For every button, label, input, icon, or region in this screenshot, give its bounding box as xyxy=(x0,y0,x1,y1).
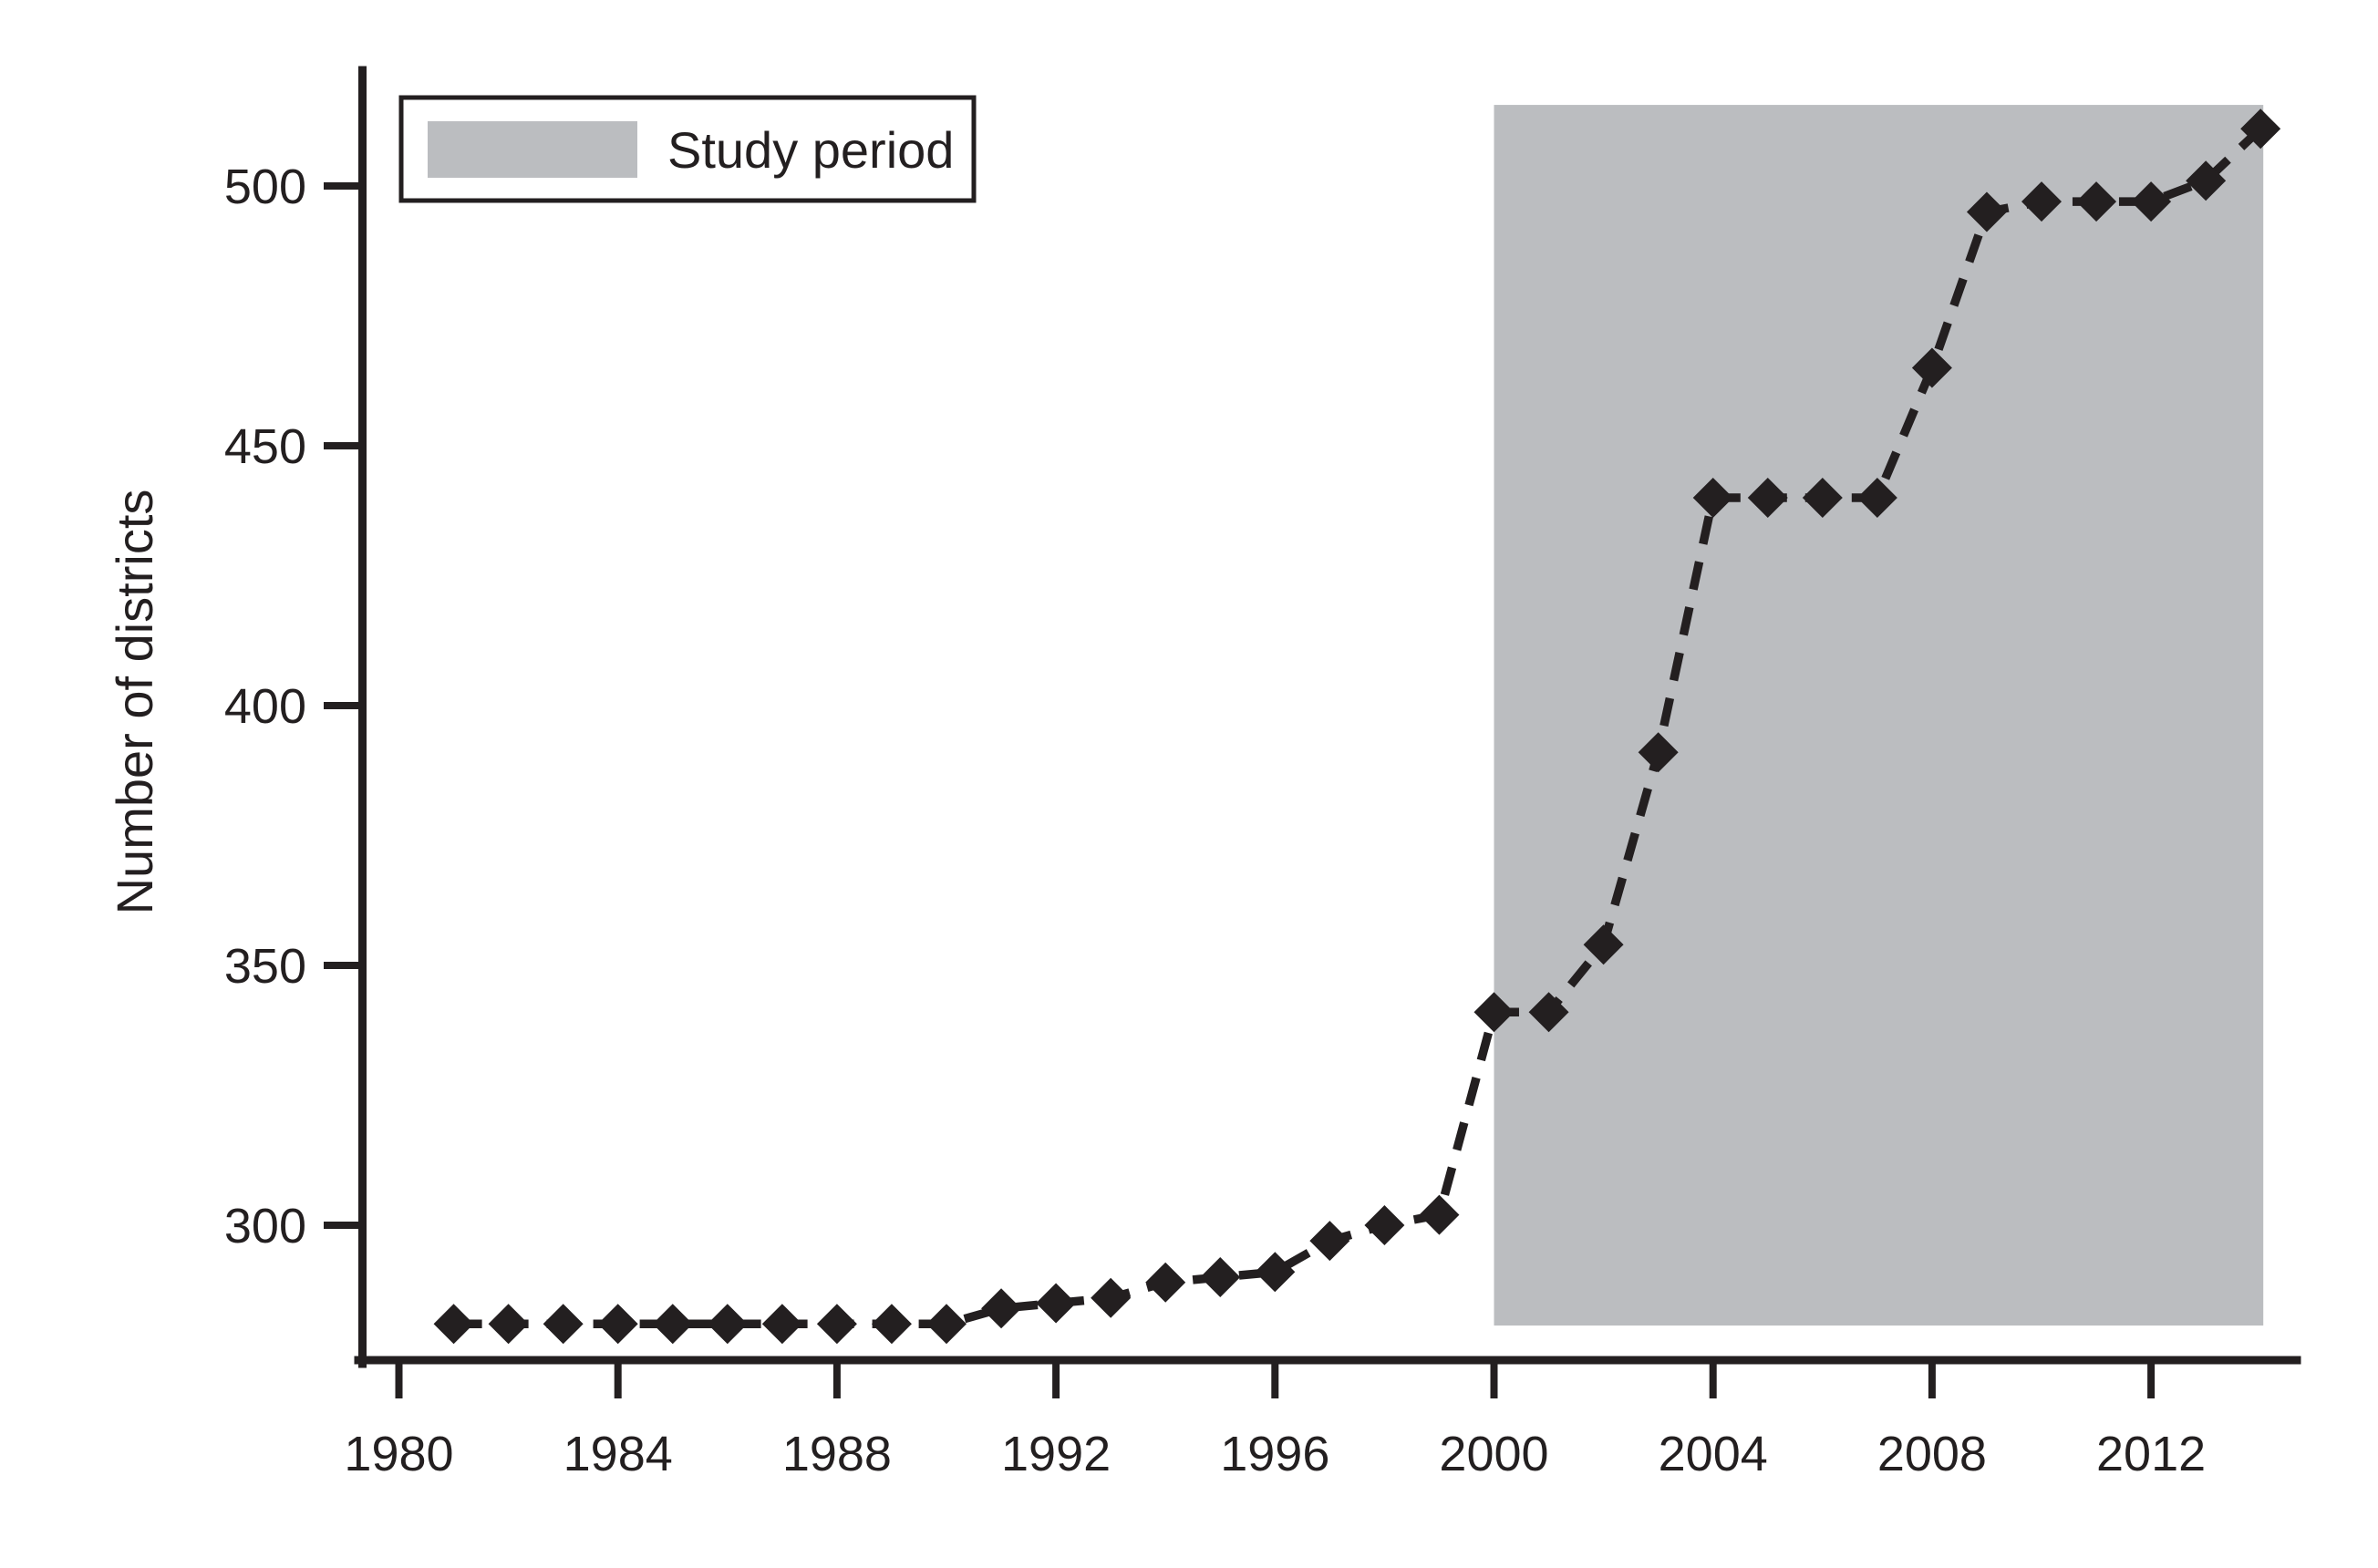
data-point-1985 xyxy=(652,1304,693,1345)
data-point-1992 xyxy=(1036,1283,1077,1324)
data-point-2002 xyxy=(1583,924,1624,965)
data-point-2001 xyxy=(1528,992,1569,1033)
y-tick-label-350: 350 xyxy=(224,939,306,994)
data-point-2007 xyxy=(1856,478,1897,518)
axes-layer: 300 350 400 450 500 1980 1984 1988 1992 1996 2000 2… xyxy=(224,66,2301,1481)
data-point-1990 xyxy=(926,1304,967,1345)
data-point-2009 xyxy=(1966,191,2007,232)
data-point-2004 xyxy=(1692,478,1733,518)
trend-line xyxy=(453,125,2264,1329)
data-point-2010 xyxy=(2021,181,2062,222)
y-axis-title: Number of districts xyxy=(106,490,163,915)
data-point-1988 xyxy=(816,1304,857,1345)
legend-label: Study period xyxy=(667,121,954,179)
data-point-1998 xyxy=(1364,1205,1405,1245)
x-tick-label-1996: 1996 xyxy=(1220,1427,1329,1481)
data-point-1987 xyxy=(761,1304,802,1345)
x-tick-label-2012: 2012 xyxy=(2096,1427,2206,1481)
data-point-1997 xyxy=(1309,1221,1350,1262)
x-tick-label-1992: 1992 xyxy=(1001,1427,1111,1481)
y-tick-label-450: 450 xyxy=(224,419,306,474)
study-period-band-layer xyxy=(1494,105,2264,1326)
data-point-1982 xyxy=(488,1304,529,1345)
data-point-2013 xyxy=(2186,160,2227,201)
data-point-1989 xyxy=(871,1304,912,1345)
y-tick-label-400: 400 xyxy=(224,679,306,734)
data-point-2000 xyxy=(1473,992,1515,1033)
data-point-2006 xyxy=(1802,478,1843,518)
x-tick-label-1988: 1988 xyxy=(782,1427,892,1481)
data-point-1991 xyxy=(981,1288,1022,1329)
y-tick-label-300: 300 xyxy=(224,1199,306,1253)
data-point-1981 xyxy=(433,1304,474,1345)
data-point-1999 xyxy=(1419,1194,1460,1235)
data-point-1995 xyxy=(1200,1257,1241,1297)
x-tick-label-1980: 1980 xyxy=(344,1427,453,1481)
data-point-2005 xyxy=(1747,478,1788,518)
x-tick-label-2008: 2008 xyxy=(1877,1427,1987,1481)
data-point-1993 xyxy=(1091,1277,1132,1318)
legend: Study period xyxy=(398,95,977,203)
data-point-1984 xyxy=(597,1304,638,1345)
data-point-2012 xyxy=(2131,181,2172,222)
study-period-band xyxy=(1494,105,2264,1326)
data-point-2008 xyxy=(1911,347,1952,388)
data-point-1994 xyxy=(1145,1262,1186,1303)
data-point-1996 xyxy=(1255,1252,1296,1293)
data-point-2003 xyxy=(1638,732,1679,773)
data-point-1983 xyxy=(543,1304,584,1345)
data-point-1986 xyxy=(707,1304,748,1345)
data-point-2011 xyxy=(2076,181,2117,222)
x-tick-label-2004: 2004 xyxy=(1659,1427,1768,1481)
data-point-2014 xyxy=(2240,108,2281,150)
series-layer xyxy=(433,108,2281,1345)
x-tick-label-2000: 2000 xyxy=(1439,1427,1548,1481)
legend-swatch-study-period xyxy=(428,121,637,178)
x-tick-label-1984: 1984 xyxy=(563,1427,673,1481)
y-tick-label-500: 500 xyxy=(224,160,306,214)
